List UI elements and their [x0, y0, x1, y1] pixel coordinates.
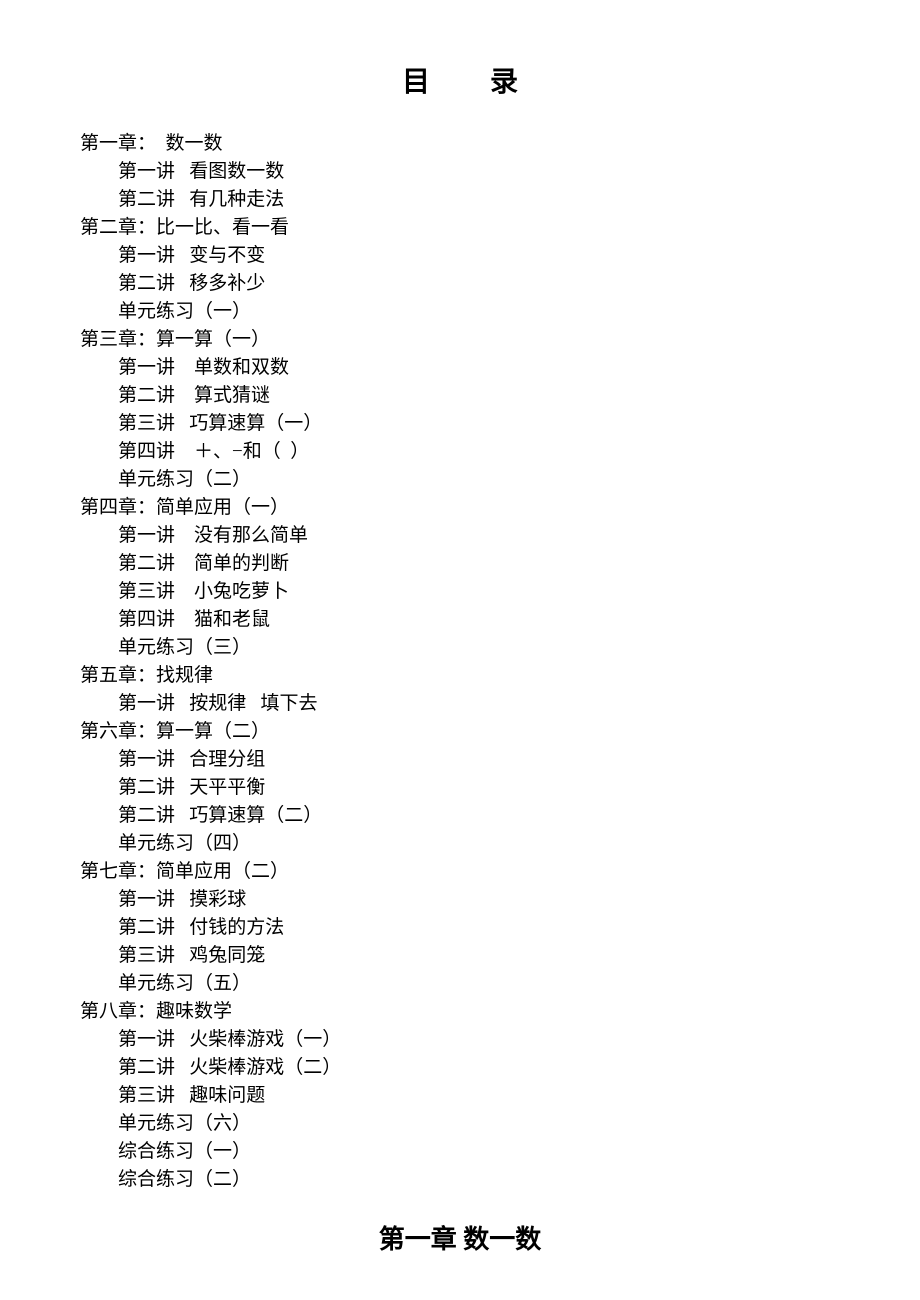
toc-line: 第一讲 摸彩球 — [80, 886, 840, 914]
toc-line: 第二讲 巧算速算（二） — [80, 802, 840, 830]
toc-body: 第一章： 数一数第一讲 看图数一数第二讲 有几种走法第二章：比一比、看一看第一讲… — [80, 130, 840, 1194]
toc-line: 第七章：简单应用（二） — [80, 858, 840, 886]
toc-line: 第三讲 趣味问题 — [80, 1082, 840, 1110]
toc-line: 第一讲 变与不变 — [80, 242, 840, 270]
toc-line: 第三章：算一算（一） — [80, 326, 840, 354]
toc-line: 第一讲 单数和双数 — [80, 354, 840, 382]
toc-line: 单元练习（一） — [80, 298, 840, 326]
toc-line: 第一讲 看图数一数 — [80, 158, 840, 186]
toc-line: 第一讲 按规律 填下去 — [80, 690, 840, 718]
toc-line: 第三讲 巧算速算（一） — [80, 410, 840, 438]
toc-line: 第二讲 算式猜谜 — [80, 382, 840, 410]
toc-line: 单元练习（四） — [80, 830, 840, 858]
toc-line: 第二讲 简单的判断 — [80, 550, 840, 578]
chapter-heading: 第一章 数一数 — [80, 1219, 840, 1256]
toc-line: 第二讲 天平平衡 — [80, 774, 840, 802]
toc-line: 第一章： 数一数 — [80, 130, 840, 158]
toc-line: 第四讲 ＋、−和（ ） — [80, 438, 840, 466]
toc-line: 第四讲 猫和老鼠 — [80, 606, 840, 634]
toc-line: 综合练习（二） — [80, 1166, 840, 1194]
toc-line: 单元练习（三） — [80, 634, 840, 662]
toc-line: 第三讲 鸡兔同笼 — [80, 942, 840, 970]
toc-line: 第八章：趣味数学 — [80, 998, 840, 1026]
toc-line: 单元练习（二） — [80, 466, 840, 494]
toc-line: 第一讲 火柴棒游戏（一） — [80, 1026, 840, 1054]
toc-line: 第二讲 付钱的方法 — [80, 914, 840, 942]
toc-line: 第二讲 有几种走法 — [80, 186, 840, 214]
document-page: 目录 第一章： 数一数第一讲 看图数一数第二讲 有几种走法第二章：比一比、看一看… — [0, 0, 920, 1296]
toc-line: 第二讲 火柴棒游戏（二） — [80, 1054, 840, 1082]
toc-line: 第三讲 小兔吃萝卜 — [80, 578, 840, 606]
toc-line: 第二讲 移多补少 — [80, 270, 840, 298]
toc-line: 第六章：算一算（二） — [80, 718, 840, 746]
toc-line: 第二章：比一比、看一看 — [80, 214, 840, 242]
toc-title: 目录 — [80, 60, 840, 100]
toc-line: 第一讲 没有那么简单 — [80, 522, 840, 550]
toc-line: 第五章：找规律 — [80, 662, 840, 690]
toc-line: 综合练习（一） — [80, 1138, 840, 1166]
toc-line: 第四章：简单应用（一） — [80, 494, 840, 522]
toc-line: 单元练习（六） — [80, 1110, 840, 1138]
toc-line: 第一讲 合理分组 — [80, 746, 840, 774]
toc-line: 单元练习（五） — [80, 970, 840, 998]
